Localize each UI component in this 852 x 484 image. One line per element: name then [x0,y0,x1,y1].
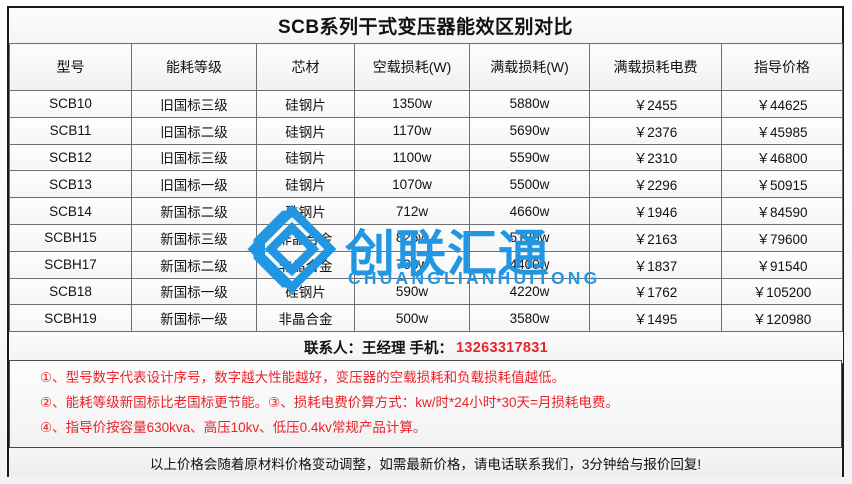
table-row: SCBH17 新国标二级 非晶合金 700w 4400w ￥1837 ￥91540 [9,250,843,279]
table-row: SCB12 旧国标三级 硅钢片 1100w 5590w ￥2310 ￥46800 [9,143,843,172]
table-row: SCB13 旧国标一级 硅钢片 1070w 5500w ￥2296 ￥50915 [9,170,843,199]
table-cell: 新国标二级 [131,250,257,279]
contact-phone[interactable]: 13263317831 [456,339,549,356]
table-cell: 5180w [469,223,590,252]
table-cell: SCB13 [9,170,132,199]
note-line-2: ②、能耗等级新国标比老国标更节能。③、损耗电费价算方式：kw/时*24小时*30… [40,395,619,410]
table-cell: SCBH19 [9,304,132,333]
table-cell: SCB12 [9,143,132,172]
table-cell: 4660w [469,197,590,225]
table-cell: ￥91540 [721,250,843,279]
footer-bar: 以上价格会随着原材料价格变动调整，如需最新价格，请电话联系我们，3分钟给与报价回… [9,449,842,477]
table-cell: 1170w [354,116,470,145]
table-cell: 硅钢片 [256,170,355,199]
table-row: SCB14 新国标二级 硅钢片 712w 4660w ￥1946 ￥84590 [9,197,843,225]
note-line-1: ①、型号数字代表设计序号，数字越大性能越好，变压器的空载损耗和负载损耗值越低。 [40,370,566,385]
table-header-row: 型号 能耗等级 芯材 空载损耗(W) 满载损耗(W) 满载损耗电费 指导价格 [9,43,843,91]
table-row: SCB18 新国标一级 硅钢片 590w 4220w ￥1762 ￥105200 [9,277,843,306]
table-cell: SCB11 [9,116,132,145]
table-cell: 硅钢片 [256,116,355,145]
table-cell: 新国标二级 [131,197,257,225]
table-cell: 硅钢片 [256,197,355,225]
table-cell: 1100w [354,143,470,172]
table-cell: 硅钢片 [256,277,355,306]
table-cell: ￥2455 [589,90,722,118]
table-row: SCBH15 新国标三级 非晶合金 825w 5180w ￥2163 ￥79600 [9,223,843,252]
table-cell: 825w [354,223,470,252]
table-cell: SCBH17 [9,250,132,279]
table-cell: 新国标三级 [131,223,257,252]
table-cell: 5590w [469,143,590,172]
table-cell: 5880w [469,90,590,118]
table-cell: 500w [354,304,470,333]
table-cell: 712w [354,197,470,225]
document-title-bar: SCB系列干式变压器能效区别对比 [9,8,842,44]
table-cell: 1350w [354,90,470,118]
table-cell: 非晶合金 [256,250,355,279]
table-cell: ￥44625 [721,90,843,118]
table-cell: ￥1946 [589,197,722,225]
table-cell: ￥120980 [721,304,843,333]
column-header: 能耗等级 [131,43,257,91]
table-cell: 5690w [469,116,590,145]
table-cell: 旧国标三级 [131,90,257,118]
column-header: 指导价格 [721,43,843,91]
table-cell: 4220w [469,277,590,306]
page-title: SCB系列干式变压器能效区别对比 [277,17,574,38]
table-cell: 旧国标二级 [131,116,257,145]
table-cell: ￥84590 [721,197,843,225]
table-cell: 旧国标三级 [131,143,257,172]
table-cell: 新国标一级 [131,304,257,333]
table-cell: 新国标一级 [131,277,257,306]
note-line-3: ④、指导价按容量630kva、高压10kv、低压0.4kv常规产品计算。 [40,420,427,435]
table-cell: ￥50915 [721,170,843,199]
table-cell: SCB14 [9,197,132,225]
table-cell: 硅钢片 [256,143,355,172]
table-cell: ￥79600 [721,223,843,252]
table-cell: 1070w [354,170,470,199]
table-cell: 700w [354,250,470,279]
table-row: SCB10 旧国标三级 硅钢片 1350w 5880w ￥2455 ￥44625 [9,90,843,118]
table-cell: 590w [354,277,470,306]
table-cell: 非晶合金 [256,223,355,252]
table-cell: ￥45985 [721,116,843,145]
table-cell: ￥2163 [589,223,722,252]
table-cell: 5500w [469,170,590,199]
column-header: 芯材 [256,43,355,91]
table-cell: SCB10 [9,90,132,118]
column-header: 型号 [9,43,132,91]
table-cell: ￥1495 [589,304,722,333]
table-cell: ￥2376 [589,116,722,145]
contact-cell: 联系人：王经理 手机： 13263317831 [9,331,843,365]
table-cell: ￥1837 [589,250,722,279]
column-header: 满载损耗(W) [469,43,590,91]
table-cell: 非晶合金 [256,304,355,333]
table-cell: ￥2296 [589,170,722,199]
table-row: SCB11 旧国标二级 硅钢片 1170w 5690w ￥2376 ￥45985 [9,116,843,145]
notes-box: ①、型号数字代表设计序号，数字越大性能越好，变压器的空载损耗和负载损耗值越低。 … [9,360,842,448]
table-cell: SCB18 [9,277,132,306]
efficiency-comparison-table: 型号 能耗等级 芯材 空载损耗(W) 满载损耗(W) 满载损耗电费 指导价格 SCB10 旧国标… [9,43,843,365]
table-cell: ￥1762 [589,277,722,306]
contact-label: 联系人：王经理 手机： [303,341,453,358]
table-cell: ￥105200 [721,277,843,306]
table-cell: SCBH15 [9,223,132,252]
table-cell: ￥46800 [721,143,843,172]
footer-text: 以上价格会随着原材料价格变动调整，如需最新价格，请电话联系我们，3分钟给与报价回… [149,457,702,472]
column-header: 空载损耗(W) [354,43,470,91]
column-header: 满载损耗电费 [589,43,722,91]
table-cell: ￥2310 [589,143,722,172]
table-cell: 硅钢片 [256,90,355,118]
table-row: SCBH19 新国标一级 非晶合金 500w 3580w ￥1495 ￥120980 [9,304,843,333]
table-cell: 旧国标一级 [131,170,257,199]
contact-row: 联系人：王经理 手机： 13263317831 [9,331,843,365]
table-cell: 3580w [469,304,590,333]
table-cell: 4400w [469,250,590,279]
